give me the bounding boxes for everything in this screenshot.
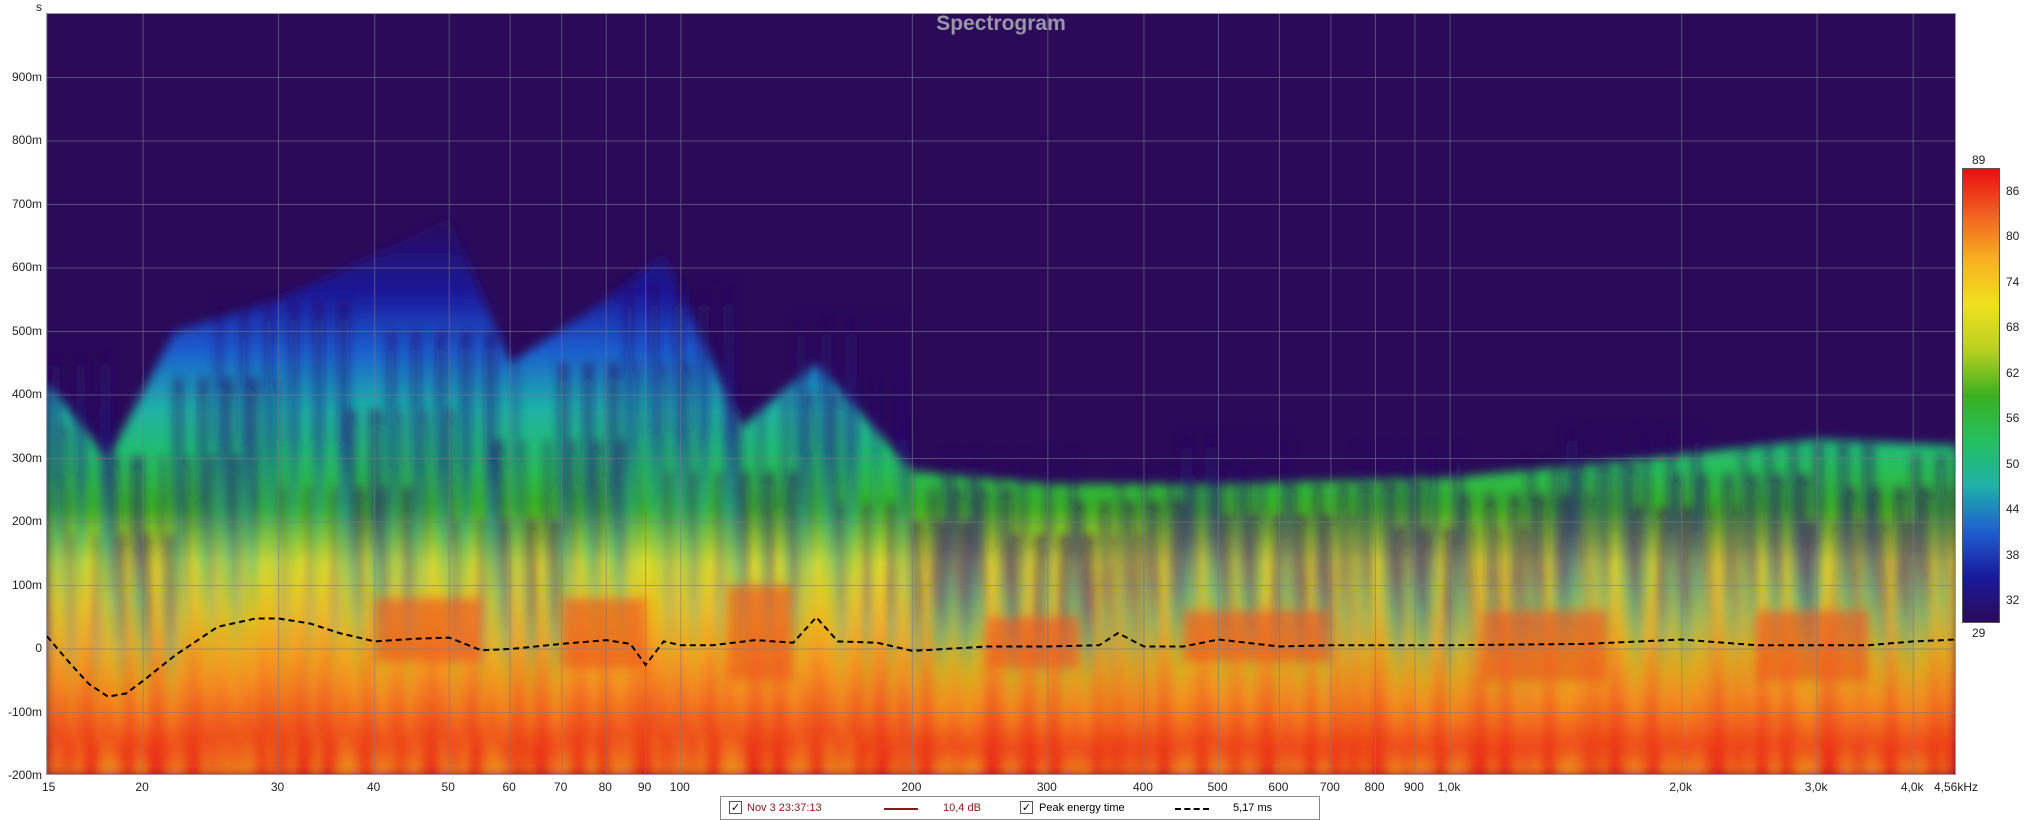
x-tick-label: 500 (1207, 780, 1228, 794)
color-scale-tick-label: 32 (2006, 593, 2020, 608)
spectrogram-hot-core (374, 585, 1869, 681)
x-tick-label: 4,0k (1900, 780, 1924, 794)
color-scale-tick-label: 68 (2006, 320, 2020, 335)
color-scale-tick-label: 86 (2006, 183, 2020, 198)
x-tick-label: 15 (42, 780, 56, 794)
color-scale-tick-label: 44 (2006, 502, 2020, 517)
spectrogram-svg (47, 14, 1955, 774)
x-tick-label: 20 (135, 780, 149, 794)
y-tick-label: 100m (11, 577, 42, 592)
legend-swatch-measurement (884, 808, 918, 810)
legend-label-measurement: Nov 3 23:37:13 (747, 802, 822, 814)
x-tick-label: 300 (1036, 780, 1057, 794)
legend-value-measurement: 10,4 dB (943, 802, 981, 814)
y-tick-label: 200m (11, 514, 42, 528)
x-tick-label: 400 (1132, 780, 1153, 794)
peak-energy-time-line (47, 615, 1955, 698)
legend: ✓ Nov 3 23:37:13 10,4 dB ✓ Peak energy t… (720, 796, 1320, 820)
x-tick-label: 4,56kHz (1933, 780, 1978, 794)
x-tick-label: 60 (502, 780, 516, 794)
legend-swatch-peak-energy (1175, 808, 1209, 810)
y-axis-unit: s (36, 0, 42, 14)
x-tick-label: 30 (270, 780, 285, 794)
y-tick-label: 600m (11, 260, 42, 274)
x-tick-label: 3,0k (1804, 780, 1828, 794)
x-tick-label: 600 (1268, 780, 1289, 794)
x-tick-label: 2,0k (1669, 780, 1692, 794)
x-tick-label: 90 (637, 780, 652, 794)
y-tick-label: 900m (11, 69, 42, 84)
x-tick-label: 1,0k (1437, 780, 1461, 794)
x-tick-label: 100 (669, 780, 690, 794)
x-tick-label: 200 (901, 780, 922, 794)
grid-lines (47, 14, 1955, 774)
y-tick-label: 800m (11, 133, 42, 147)
y-tick-label: 700m (11, 196, 42, 211)
x-tick-label: 50 (441, 780, 455, 794)
y-tick-label: -200m (7, 768, 42, 782)
color-scale-tick-label: 50 (2006, 456, 2020, 471)
legend-value-peak-energy: 5,17 ms (1233, 802, 1273, 814)
color-scale-bar (1962, 168, 2000, 623)
legend-checkbox-measurement[interactable]: ✓ (729, 801, 742, 814)
color-scale-tick-label: 62 (2006, 365, 2020, 380)
color-scale-max-label: 89 (1972, 153, 1986, 167)
y-tick-label: 300m (11, 450, 42, 465)
x-tick-label: 900 (1403, 780, 1424, 794)
color-scale-tick-label: 56 (2006, 411, 2020, 426)
color-scale-tick-label: 38 (2006, 547, 2020, 562)
spectrogram-plot-area[interactable] (46, 13, 1956, 775)
legend-checkbox-peak-energy[interactable]: ✓ (1020, 801, 1033, 814)
color-scale-tick-label: 80 (2006, 229, 2020, 244)
legend-label-peak-energy: Peak energy time (1039, 802, 1125, 814)
x-tick-label: 40 (366, 780, 381, 794)
y-tick-label: 0 (35, 641, 42, 655)
color-scale-min-label: 29 (1972, 626, 1986, 640)
y-tick-label: 500m (11, 323, 42, 338)
x-tick-label: 800 (1364, 780, 1385, 794)
y-tick-label: 400m (11, 387, 42, 401)
y-tick-label: -100m (7, 704, 42, 719)
x-tick-label: 700 (1319, 780, 1340, 794)
x-tick-label: 70 (553, 780, 568, 794)
color-scale-tick-label: 74 (2006, 274, 2020, 289)
x-tick-label: 80 (598, 780, 612, 794)
